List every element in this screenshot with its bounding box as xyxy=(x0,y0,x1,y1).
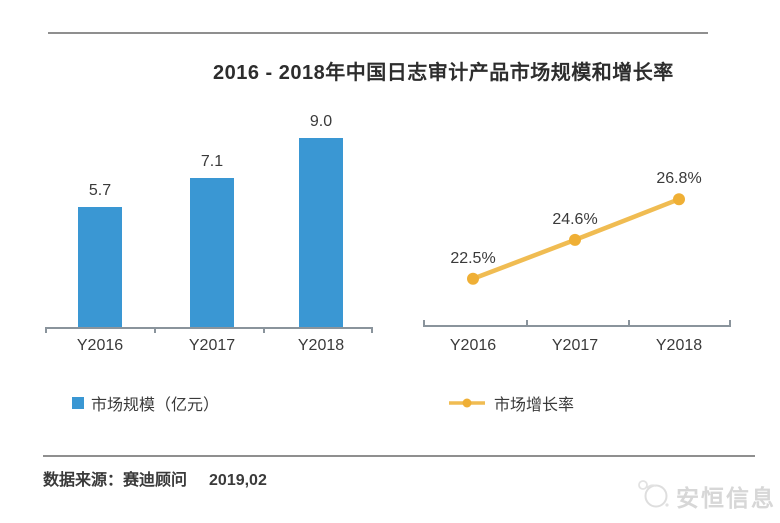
data-source-label: 数据来源：赛迪顾问 xyxy=(43,472,188,489)
line-legend-swatch xyxy=(449,398,485,408)
data-point xyxy=(467,272,479,285)
line-x-axis xyxy=(423,325,731,327)
bar-value-label: 7.1 xyxy=(200,152,224,170)
chart-title: 2016 - 2018年中国日志审计产品市场规模和增长率 xyxy=(213,62,674,84)
top-divider xyxy=(48,32,708,34)
bar-legend: 市场规模（亿元） xyxy=(72,391,219,415)
bar-x-axis xyxy=(45,327,373,329)
bar-legend-label: 市场规模（亿元） xyxy=(91,397,220,414)
line-x-label-y2018: Y2018 xyxy=(655,337,703,354)
data-point xyxy=(569,233,581,246)
bar-x-label-y2018: Y2018 xyxy=(297,337,345,354)
axis-tick xyxy=(729,320,731,326)
bar-legend-swatch xyxy=(72,397,84,409)
line-x-label-y2017: Y2017 xyxy=(551,337,599,354)
axis-tick xyxy=(628,320,630,326)
bar-value-label: 9.0 xyxy=(309,113,333,130)
line-value-label: 22.5% xyxy=(450,249,496,267)
bar-value-label: 5.7 xyxy=(88,182,112,200)
data-source: 数据来源：赛迪顾问 2019,02 xyxy=(43,466,267,490)
axis-tick xyxy=(526,320,528,326)
brand-watermark: 安恒信息 xyxy=(676,485,776,511)
line-value-label: 26.8% xyxy=(656,170,702,188)
bar-x-label-y2016: Y2016 xyxy=(76,337,124,354)
axis-tick xyxy=(423,320,425,326)
bar-y2017 xyxy=(190,177,234,327)
brand-logo-icon xyxy=(638,480,669,508)
bar-y2016 xyxy=(78,207,122,327)
bar-y2018 xyxy=(299,138,343,327)
bottom-divider xyxy=(43,455,755,457)
bar-x-label-y2017: Y2017 xyxy=(188,337,236,354)
line-legend: 市场增长率 xyxy=(447,391,574,415)
line-x-label-y2016: Y2016 xyxy=(449,337,497,354)
line-value-label: 24.6% xyxy=(552,210,598,228)
axis-tick xyxy=(263,327,265,333)
axis-tick xyxy=(371,327,373,333)
line-legend-label: 市场增长率 xyxy=(494,397,575,414)
axis-tick xyxy=(154,327,156,333)
data-point xyxy=(673,193,685,206)
data-source-date: 2019,02 xyxy=(209,472,267,489)
axis-tick xyxy=(45,327,47,333)
